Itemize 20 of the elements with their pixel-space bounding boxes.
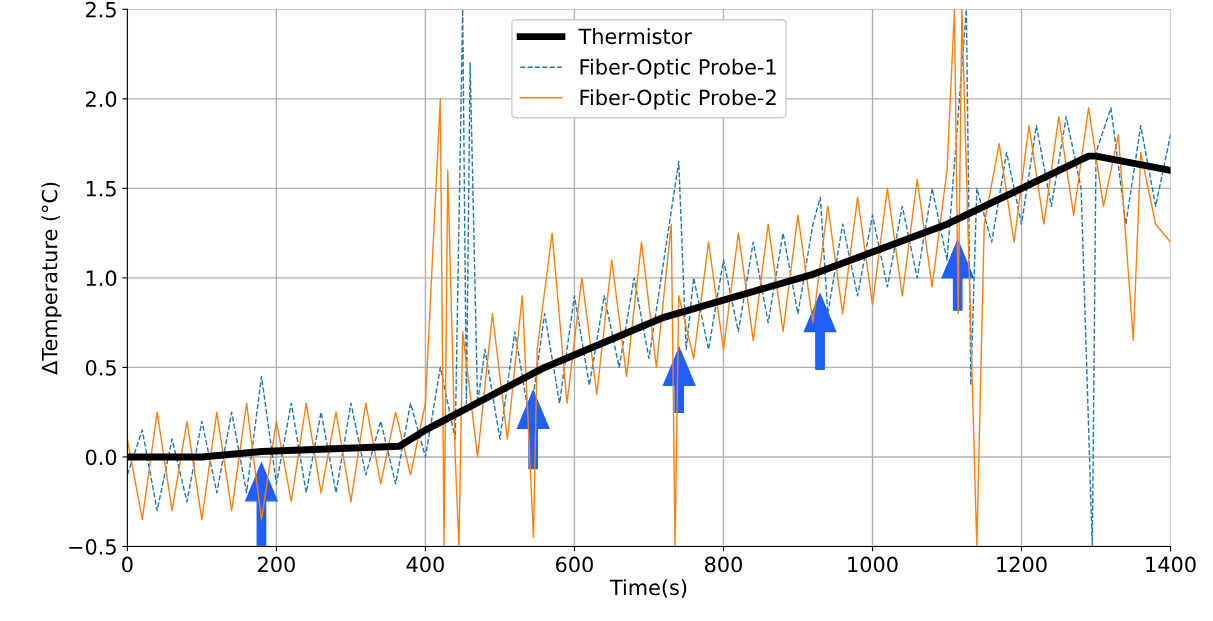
- x-tick-label: 0: [122, 556, 133, 573]
- y-tick-label: 1.0: [86, 270, 117, 287]
- legend-label: Fiber-Optic Probe-2: [580, 89, 776, 110]
- x-tick-label: 1200: [997, 556, 1047, 573]
- y-tick-label: 2.0: [86, 91, 117, 108]
- y-tick-label: 0.0: [85, 449, 117, 466]
- y-tick-label: 0.5: [85, 359, 116, 376]
- x-tick-label: 200: [258, 556, 295, 573]
- x-tick-label: 400: [406, 556, 444, 573]
- x-axis-title: Time(s): [609, 579, 687, 598]
- legend-label: Thermistor: [578, 28, 692, 45]
- x-tick-label: 600: [556, 556, 593, 573]
- y-tick-label: −0.5: [69, 538, 116, 555]
- legend-label: Fiber-Optic Probe-1: [580, 58, 776, 79]
- x-tick-label: 1000: [848, 556, 898, 573]
- x-tick-label: 1400: [1146, 556, 1196, 573]
- x-tick-label: 800: [705, 556, 742, 573]
- y-axis-title: ΔTemperature (°C): [41, 182, 62, 375]
- y-tick-label: 2.5: [86, 1, 116, 18]
- y-tick-label: 1.5: [86, 181, 116, 197]
